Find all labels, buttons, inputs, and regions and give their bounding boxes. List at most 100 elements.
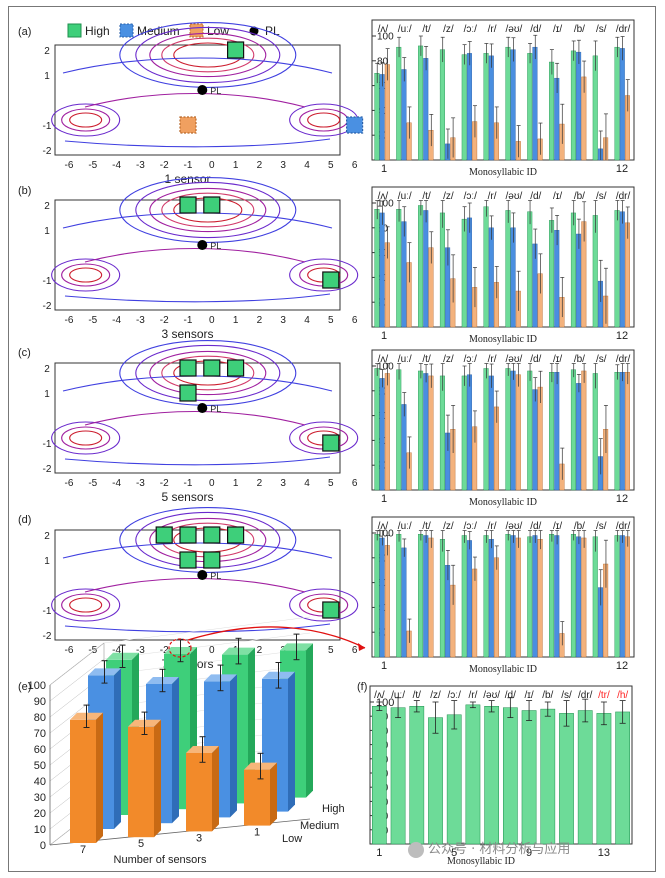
map-x-tick-label: -1	[184, 478, 193, 489]
map-y-tick-label: -1	[43, 121, 52, 132]
map-x-tick-label: -3	[136, 315, 145, 326]
bar-low	[428, 375, 434, 491]
pl-label: PL	[210, 241, 221, 251]
category-label: /z/	[443, 354, 454, 365]
category-label: /d/	[530, 191, 541, 202]
bar-high	[505, 210, 511, 328]
sensor-marker-high	[322, 271, 340, 289]
bar-medium	[466, 374, 472, 491]
category-label: /uː/	[398, 191, 412, 202]
contour-line	[62, 57, 333, 74]
bar-medium	[423, 58, 429, 161]
high-level-chart: 102030405060708090100/ʌ//uː//t//z//ɔː//r…	[369, 685, 633, 867]
category-label: /ɪ/	[553, 24, 562, 35]
bar-high	[418, 534, 424, 658]
category-label: /dr/	[616, 24, 631, 35]
contour-line	[61, 593, 111, 617]
y-tick-label: 100	[377, 362, 394, 373]
map-x-tick-label: 6	[352, 315, 358, 326]
grid-line	[103, 616, 311, 644]
bar-high	[371, 706, 387, 845]
category-label: /ʌ/	[378, 24, 389, 35]
category-label: /d/	[530, 354, 541, 365]
category-label: /s/	[596, 24, 607, 35]
contour-line	[84, 93, 306, 108]
bar-high	[596, 713, 612, 845]
x-tick-label: 7	[80, 844, 86, 856]
contour-line	[69, 430, 103, 446]
x-tick-label: 9	[526, 847, 532, 859]
map-x-tick-label: -6	[65, 645, 74, 656]
highlight-arrow	[187, 626, 366, 649]
watermark: 公众号 · 材料分析与应用	[408, 838, 570, 858]
map-x-tick-label: -2	[160, 315, 169, 326]
map-x-tick-label: -2	[160, 160, 169, 171]
map-x-tick-label: 1	[233, 315, 239, 326]
category-label: /z/	[443, 191, 454, 202]
x-axis-label: Monosyllabic ID	[469, 497, 537, 508]
map-x-tick-label: -6	[65, 478, 74, 489]
contour-line	[149, 187, 267, 233]
bar-high	[549, 220, 555, 328]
map-y-tick-label: 2	[44, 531, 50, 542]
bar-high	[409, 706, 425, 845]
y-tick-label: 80	[34, 712, 46, 724]
sensor-map-3: -6 -5 -4 -3 -2 -1 0 1 2 3 4 5 6 2 1 -1 -2 PL 5 sensors	[43, 340, 359, 504]
bar-high	[461, 535, 467, 658]
category-label: /b/	[574, 24, 585, 35]
sensor-marker-high	[203, 196, 221, 214]
bar-low	[428, 537, 434, 658]
bar3d-side	[154, 719, 161, 838]
map-x-tick-label: 6	[352, 645, 358, 656]
x-axis-label: Monosyllabic ID	[447, 856, 515, 867]
map-x-tick-label: 2	[257, 160, 263, 171]
bar-medium	[488, 227, 494, 328]
category-label: /ɪ/	[553, 191, 562, 202]
bar-high	[396, 46, 402, 161]
map-x-tick-label: -6	[65, 160, 74, 171]
sensor-marker-high	[227, 41, 245, 59]
contour-line	[62, 375, 333, 392]
category-label: /uː/	[398, 24, 412, 35]
x-axis-label: Monosyllabic ID	[469, 664, 537, 675]
bar3d-side	[288, 671, 295, 812]
legend-swatch-high	[67, 23, 82, 38]
map-frame	[54, 199, 341, 311]
map-y-tick-label: -2	[43, 146, 52, 157]
bar-medium	[466, 53, 472, 161]
bar3d-side	[114, 668, 121, 829]
series-label-medium: Medium	[300, 820, 339, 832]
y-tick-label: 50	[34, 760, 46, 772]
bar-medium	[466, 217, 472, 328]
bar-high	[483, 535, 489, 658]
bar-low	[624, 536, 630, 658]
map-x-tick-label: 2	[257, 645, 263, 656]
contour-line	[161, 37, 255, 73]
bar-medium	[576, 536, 582, 658]
contour-line	[135, 344, 281, 402]
map-x-tick-label: 0	[209, 478, 215, 489]
sensor-marker-high	[179, 384, 197, 402]
bar-high	[428, 717, 443, 845]
map-x-tick-label: 2	[257, 478, 263, 489]
bar-high	[505, 368, 511, 491]
wechat-icon	[408, 841, 424, 858]
bar-high	[418, 370, 424, 491]
category-label: /b/	[574, 354, 585, 365]
y-tick-label: 0	[40, 840, 46, 852]
bar-high	[502, 707, 518, 845]
bar-low	[472, 568, 478, 658]
category-label: /r/	[488, 521, 497, 532]
sensor-marker-high	[203, 359, 221, 377]
contour-line	[64, 456, 331, 466]
bar-medium	[401, 221, 407, 328]
recognition-chart-4: 20406080100/ʌ//uː//t//z//ɔː//r//əʊ//d//ɪ…	[371, 516, 635, 675]
bar-high	[614, 535, 620, 658]
map-x-tick-label: -2	[160, 478, 169, 489]
category-label: /ɔː/	[464, 354, 478, 365]
legend-label-medium: Medium	[137, 24, 180, 38]
map-y-tick-label: 2	[44, 201, 50, 212]
bar-high	[374, 72, 380, 161]
contour-line	[51, 421, 121, 455]
bar-high	[615, 711, 631, 845]
